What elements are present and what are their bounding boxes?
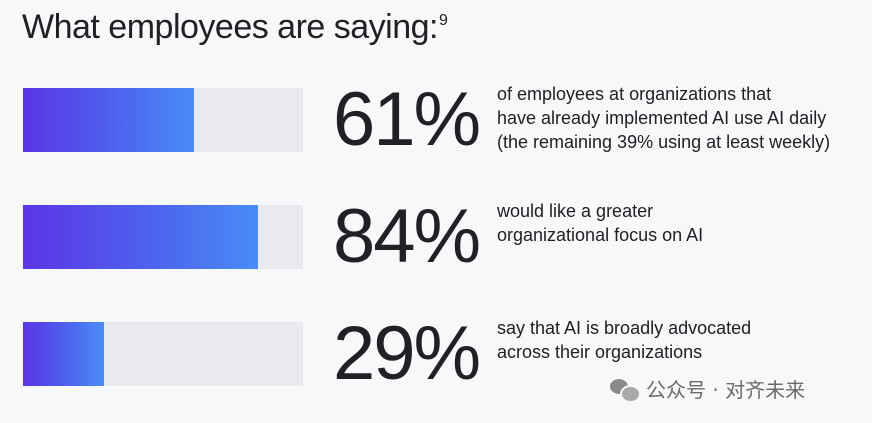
watermark-text: 公众号 · 对齐未来 (646, 378, 806, 402)
title-footnote: 9 (438, 12, 448, 29)
page-title: What employees are saying:9 (22, 8, 448, 46)
percent-label: 29% (333, 311, 481, 396)
stat-row-2: 29% say that AI is broadly advocated acr… (0, 312, 872, 396)
bar-track (23, 322, 303, 386)
description-line: would like a greater (497, 201, 654, 221)
bar-fill (23, 88, 194, 152)
description-line: (the remaining 39% using at least weekly… (497, 132, 831, 152)
percent-label: 61% (333, 77, 481, 162)
watermark: 公众号 · 对齐未来 (610, 374, 805, 403)
description-line: say that AI is broadly advocated (497, 318, 752, 338)
stat-description: of employees at organizations that have … (497, 82, 867, 154)
bar-fill (23, 322, 105, 386)
wechat-icon (610, 377, 641, 403)
stat-description: would like a greater organizational focu… (497, 199, 867, 247)
stat-row-1: 84% would like a greater organizational … (0, 195, 872, 279)
bar-track (23, 205, 303, 269)
description-line: organizational focus on AI (497, 225, 704, 245)
bar-fill (23, 205, 259, 269)
bar-track (23, 88, 303, 152)
description-line: have already implemented AI use AI daily (497, 108, 827, 128)
description-line: across their organizations (497, 342, 703, 362)
stat-row-0: 61% of employees at organizations that h… (0, 78, 872, 162)
stat-description: say that AI is broadly advocated across … (497, 316, 867, 364)
description-line: of employees at organizations that (497, 84, 772, 104)
percent-label: 84% (333, 194, 481, 279)
